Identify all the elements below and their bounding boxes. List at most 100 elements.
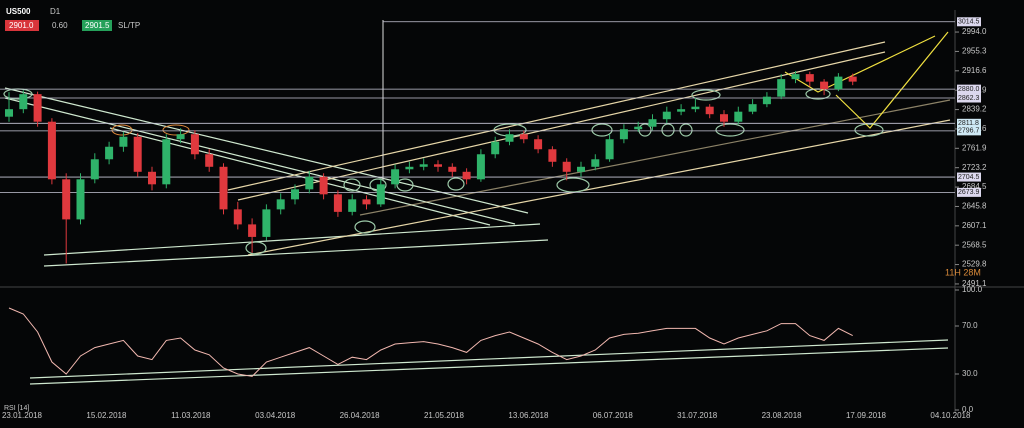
candle-body <box>591 159 600 167</box>
candle-body <box>105 146 114 160</box>
candle-timer: 11H 28M <box>945 267 981 277</box>
candle-body <box>362 199 371 205</box>
candle-body <box>648 119 657 127</box>
level-box <box>957 84 981 94</box>
marker <box>591 123 613 137</box>
y-tick-label: 2529.8 <box>962 260 987 269</box>
rsi-line <box>8 307 853 377</box>
trendline <box>109 127 491 226</box>
candle-body <box>148 171 156 185</box>
candle-body <box>505 134 514 142</box>
toolbar: US500 D1 2901.0 0.60 2901.5 SL/TP <box>5 7 140 31</box>
candle-body <box>405 166 414 170</box>
candle-body <box>605 139 614 160</box>
x-tick-label: 11.03.2018 <box>171 411 211 420</box>
candle-body <box>448 166 457 172</box>
trendline <box>43 239 549 267</box>
ask-box[interactable] <box>82 20 112 31</box>
candle-body <box>820 81 829 90</box>
timeframe[interactable]: D1 <box>50 7 61 16</box>
candle-body <box>76 179 85 220</box>
marker <box>679 123 693 137</box>
candle-body <box>333 194 342 212</box>
bid-box[interactable] <box>5 20 39 31</box>
candle-body <box>848 76 857 82</box>
y-tick-label: 30.0 <box>962 369 978 378</box>
symbol: US500 <box>6 7 31 16</box>
x-tick-label: 21.05.2018 <box>424 411 465 420</box>
candle-body <box>662 111 671 120</box>
y-tick-label: 100.0 <box>962 285 983 294</box>
candle-body <box>133 136 142 172</box>
channel-line <box>237 51 886 201</box>
candle-body <box>5 109 13 117</box>
y-tick-label: 2839.2 <box>962 105 987 114</box>
y-tick-label: 2761.9 <box>962 143 987 152</box>
y-tick-label: 2723.2 <box>962 163 987 172</box>
candle-body <box>276 199 285 210</box>
candle-body <box>691 106 700 110</box>
marker <box>245 241 267 255</box>
marker <box>715 123 745 137</box>
candle-body <box>233 209 242 225</box>
y-tick-label: 2645.8 <box>962 202 987 211</box>
candle-body <box>619 129 628 140</box>
candle-body <box>419 164 428 167</box>
drawings <box>0 10 1024 412</box>
candle-body <box>677 109 686 112</box>
y-tick-label: 2684.5 <box>962 182 987 191</box>
marker <box>343 178 361 192</box>
marker <box>447 177 465 191</box>
ask[interactable]: 2901.5 <box>85 21 110 30</box>
level-box <box>957 126 981 136</box>
rsi-label: RSI [14] <box>4 405 29 412</box>
candle-body <box>720 114 728 122</box>
candle-body <box>291 189 299 200</box>
x-tick-label: 03.04.2018 <box>255 411 296 420</box>
candle-body <box>748 104 757 112</box>
candle-body <box>462 171 471 180</box>
x-tick-label: 04.10.2018 <box>930 411 971 420</box>
x-tick-label: 15.02.2018 <box>86 411 127 420</box>
candle-body <box>705 106 714 115</box>
y-tick-label: 70.0 <box>962 321 978 330</box>
candle-body <box>734 111 743 122</box>
level-box <box>957 93 981 103</box>
y-tick-label: 2607.1 <box>962 221 987 230</box>
candle-body <box>562 161 571 172</box>
x-tick-label: 23.01.2018 <box>2 411 43 420</box>
y-tick-label: 0.0 <box>962 405 974 414</box>
candle-body <box>348 199 357 212</box>
candle-body <box>319 176 328 195</box>
level-box <box>957 118 981 128</box>
bid[interactable]: 2901.0 <box>9 21 34 30</box>
y-tick-label: 2491.1 <box>962 279 987 288</box>
level-box <box>957 172 981 182</box>
level-box <box>957 17 981 27</box>
arrow <box>835 31 949 129</box>
sltp-button[interactable]: SL/TP <box>118 21 140 30</box>
x-tick-label: 17.09.2018 <box>846 411 887 420</box>
level-label: 2811.8 <box>958 120 979 127</box>
marker <box>396 178 414 192</box>
marker <box>162 124 190 136</box>
candle-body <box>219 166 228 210</box>
candle-body <box>176 134 185 140</box>
candle-body <box>19 94 28 110</box>
level-label: 2673.9 <box>958 189 980 196</box>
candle-body <box>834 76 843 90</box>
marker <box>661 123 675 137</box>
channel-line <box>227 41 886 191</box>
candle-body <box>90 159 99 180</box>
candle-body <box>190 134 199 155</box>
y-tick-label: 2994.0 <box>962 27 987 36</box>
candle-body <box>762 96 771 105</box>
candle-body <box>577 166 585 172</box>
candle-body <box>248 224 257 237</box>
x-tick-label: 26.04.2018 <box>340 411 381 420</box>
candle-body <box>548 149 557 162</box>
trendline <box>43 223 541 256</box>
spread: 0.60 <box>52 21 68 30</box>
x-tick-label: 06.07.2018 <box>593 411 634 420</box>
